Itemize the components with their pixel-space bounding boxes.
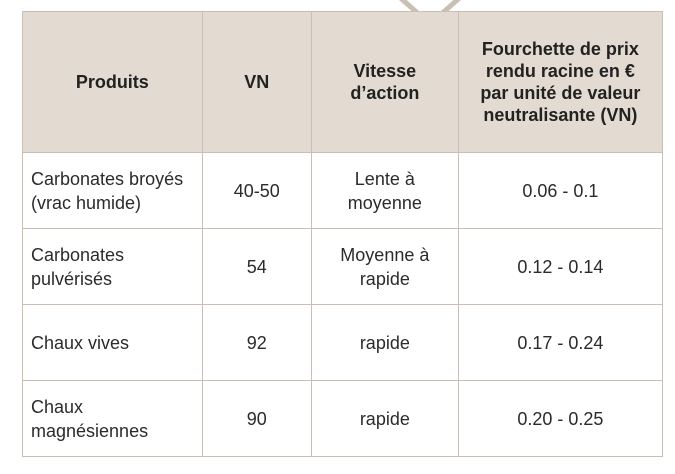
cell-vitesse: rapide [310,380,459,457]
table-row: Carbonates pulvérisés 54 Moyenne à rapid… [22,228,664,305]
cell-vn: 40-50 [201,152,312,229]
table-row: Chaux vives 92 rapide 0.17 - 0.24 [22,304,664,381]
cell-vitesse: rapide [310,304,459,381]
header-fourchette: Fourchette de prix rendu racine en € par… [457,11,664,153]
header-vn: VN [201,11,312,153]
cell-produit: Carbonates broyés (vrac humide) [22,152,203,229]
cell-vn: 90 [201,380,312,457]
cell-vitesse: Lente à moyenne [310,152,459,229]
header-vitesse: Vitesse d’action [310,11,459,153]
table-row: Chaux magnésiennes 90 rapide 0.20 - 0.25 [22,380,664,457]
cell-prix: 0.17 - 0.24 [457,304,664,381]
cell-prix: 0.06 - 0.1 [457,152,664,229]
cell-produit: Carbonates pulvérisés [22,228,203,305]
cell-vitesse: Moyenne à rapide [310,228,459,305]
cell-produit: Chaux magnésiennes [22,380,203,457]
cell-prix: 0.20 - 0.25 [457,380,664,457]
table-header-row: Produits VN Vitesse d’action Fourchette … [22,11,664,153]
cell-prix: 0.12 - 0.14 [457,228,664,305]
header-produits: Produits [22,11,203,153]
cell-vn: 92 [201,304,312,381]
cell-produit: Chaux vives [22,304,203,381]
price-table: Produits VN Vitesse d’action Fourchette … [22,11,664,457]
cell-vn: 54 [201,228,312,305]
table-row: Carbonates broyés (vrac humide) 40-50 Le… [22,152,664,229]
